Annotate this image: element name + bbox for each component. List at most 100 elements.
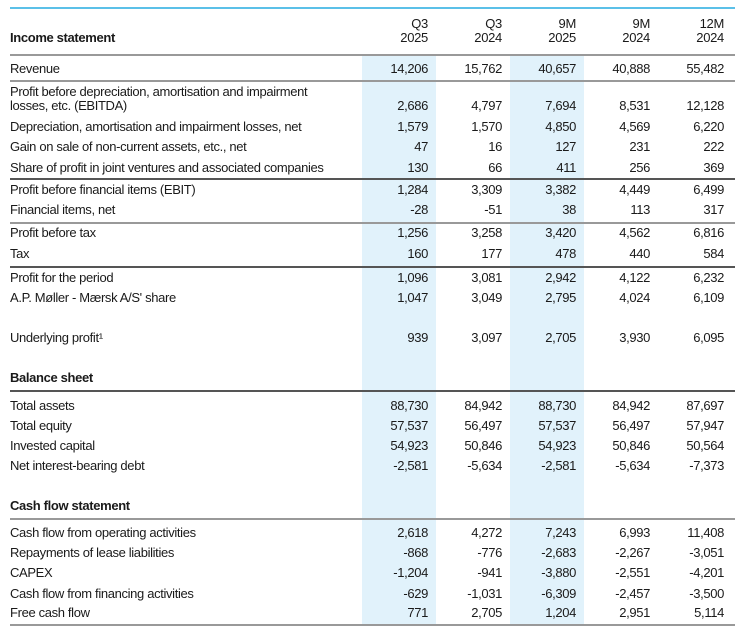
cell-value: 127 — [555, 139, 576, 154]
divider-line — [10, 266, 735, 268]
divider-line — [10, 54, 735, 56]
table-row: Repayments of lease liabilities -868 -776 -… — [0, 543, 740, 563]
cell-value: 1,579 — [397, 119, 428, 134]
cell-value: 4,797 — [471, 98, 502, 113]
cell-value: 4,569 — [619, 119, 650, 134]
column-header-year: 2025 — [400, 30, 428, 45]
column-header-year: 2024 — [474, 30, 502, 45]
cell-value: 2,795 — [545, 290, 576, 305]
cell-value: -3,051 — [689, 545, 724, 560]
row-label: Cash flow from operating activities — [10, 525, 196, 540]
cell-value: 113 — [630, 202, 650, 217]
row-label: Profit for the period — [10, 270, 114, 285]
cell-value: 160 — [407, 246, 428, 261]
cell-value: 3,097 — [471, 330, 502, 345]
cell-value: -2,581 — [393, 458, 428, 473]
section-title: Income statement — [10, 30, 115, 45]
cell-value: 87,697 — [686, 398, 724, 413]
divider-line — [10, 222, 735, 224]
table-row: A.P. Møller - Mærsk A/S' share 1,047 3,049… — [0, 288, 740, 308]
cell-value: 4,449 — [619, 182, 650, 197]
table-row: Total equity 57,537 56,497 57,537 56,497 57,9… — [0, 416, 740, 436]
column-header-year: 2024 — [622, 30, 650, 45]
cell-value: -868 — [403, 545, 428, 560]
row-label: Revenue — [10, 61, 60, 76]
cell-value: 2,618 — [397, 525, 428, 540]
table-row: Profit before tax 1,256 3,258 3,420 4,562 6,8… — [0, 223, 740, 243]
cell-value: 222 — [703, 139, 724, 154]
cell-value: -5,634 — [467, 458, 502, 473]
cell-value: 57,947 — [686, 418, 724, 433]
cell-value: 771 — [407, 605, 428, 620]
cell-value: 6,993 — [619, 525, 650, 540]
table-row: Total assets 88,730 84,942 88,730 84,942 87,6… — [0, 396, 740, 416]
cell-value: 11,408 — [687, 525, 724, 540]
cell-value: 130 — [407, 160, 428, 175]
table-row: Share of profit in joint ventures and as… — [0, 158, 740, 178]
cell-value: -5,634 — [615, 458, 650, 473]
row-label: Invested capital — [10, 438, 95, 453]
cell-value: -4,201 — [689, 565, 724, 580]
table-row: Free cash flow 771 2,705 1,204 2,951 5,114 — [0, 603, 740, 623]
cell-value: 84,942 — [612, 398, 650, 413]
cell-value: 3,930 — [619, 330, 650, 345]
row-label: Profit before depreciation, amortisation… — [10, 84, 308, 99]
divider-line — [10, 178, 735, 180]
divider-line — [10, 624, 735, 626]
cell-value: 54,923 — [538, 438, 576, 453]
cell-value: 3,049 — [471, 290, 502, 305]
cell-value: 2,705 — [545, 330, 576, 345]
cell-value: -3,880 — [541, 565, 576, 580]
cell-value: 369 — [703, 160, 724, 175]
cell-value: -776 — [477, 545, 502, 560]
row-label: Underlying profit¹ — [10, 330, 103, 345]
cell-value: 57,537 — [538, 418, 576, 433]
cell-value: 4,562 — [619, 225, 650, 240]
row-label-continued: losses, etc. (EBITDA) — [10, 98, 127, 113]
cell-value: -941 — [477, 565, 502, 580]
cell-value: 4,024 — [619, 290, 650, 305]
cell-value: 40,888 — [612, 61, 650, 76]
table-row: Revenue 14,206 15,762 40,657 40,888 55,482 — [0, 59, 740, 79]
column-header-period: 9M — [632, 16, 651, 31]
cell-value: 4,122 — [619, 270, 650, 285]
cell-value: 56,497 — [612, 418, 650, 433]
cell-value: -1,031 — [467, 586, 502, 601]
cell-value: 1,096 — [397, 270, 428, 285]
highlight-column-band — [362, 55, 436, 625]
cell-value: 939 — [407, 330, 428, 345]
cell-value: 6,095 — [693, 330, 724, 345]
cell-value: 15,762 — [464, 61, 502, 76]
cell-value: -2,267 — [615, 545, 650, 560]
cell-value: -2,457 — [615, 586, 650, 601]
cell-value: 50,846 — [612, 438, 650, 453]
row-label: Tax — [10, 246, 30, 261]
row-label: Profit before financial items (EBIT) — [10, 182, 196, 197]
divider-line — [10, 80, 735, 82]
cell-value: -7,373 — [689, 458, 724, 473]
row-label: Cash flow from financing activities — [10, 586, 194, 601]
cell-value: 3,081 — [471, 270, 502, 285]
cell-value: 54,923 — [390, 438, 428, 453]
column-header: 12M 2024 — [654, 17, 724, 45]
cell-value: -6,309 — [541, 586, 576, 601]
cell-value: 47 — [414, 139, 428, 154]
cell-value: 3,382 — [545, 182, 576, 197]
cell-value: 4,272 — [471, 525, 502, 540]
column-header-period: Q3 — [485, 16, 502, 31]
row-label: Depreciation, amortisation and impairmen… — [10, 119, 302, 134]
cell-value: 56,497 — [464, 418, 502, 433]
table-row: Gain on sale of non-current assets, etc.… — [0, 137, 740, 157]
column-header-period: 9M — [558, 16, 577, 31]
cell-value: 6,220 — [693, 119, 724, 134]
row-label: Total equity — [10, 418, 72, 433]
table-row: Profit for the period 1,096 3,081 2,942 4,12… — [0, 268, 740, 288]
cell-value: 55,482 — [686, 61, 724, 76]
column-header-period: 12M — [699, 16, 725, 31]
table-row: Invested capital 54,923 50,846 54,923 50,846… — [0, 436, 740, 456]
cell-value: 2,942 — [545, 270, 576, 285]
cell-value: 6,232 — [693, 270, 724, 285]
cell-value: 88,730 — [538, 398, 576, 413]
cell-value: -2,683 — [541, 545, 576, 560]
row-label: A.P. Møller - Mærsk A/S' share — [10, 290, 176, 305]
